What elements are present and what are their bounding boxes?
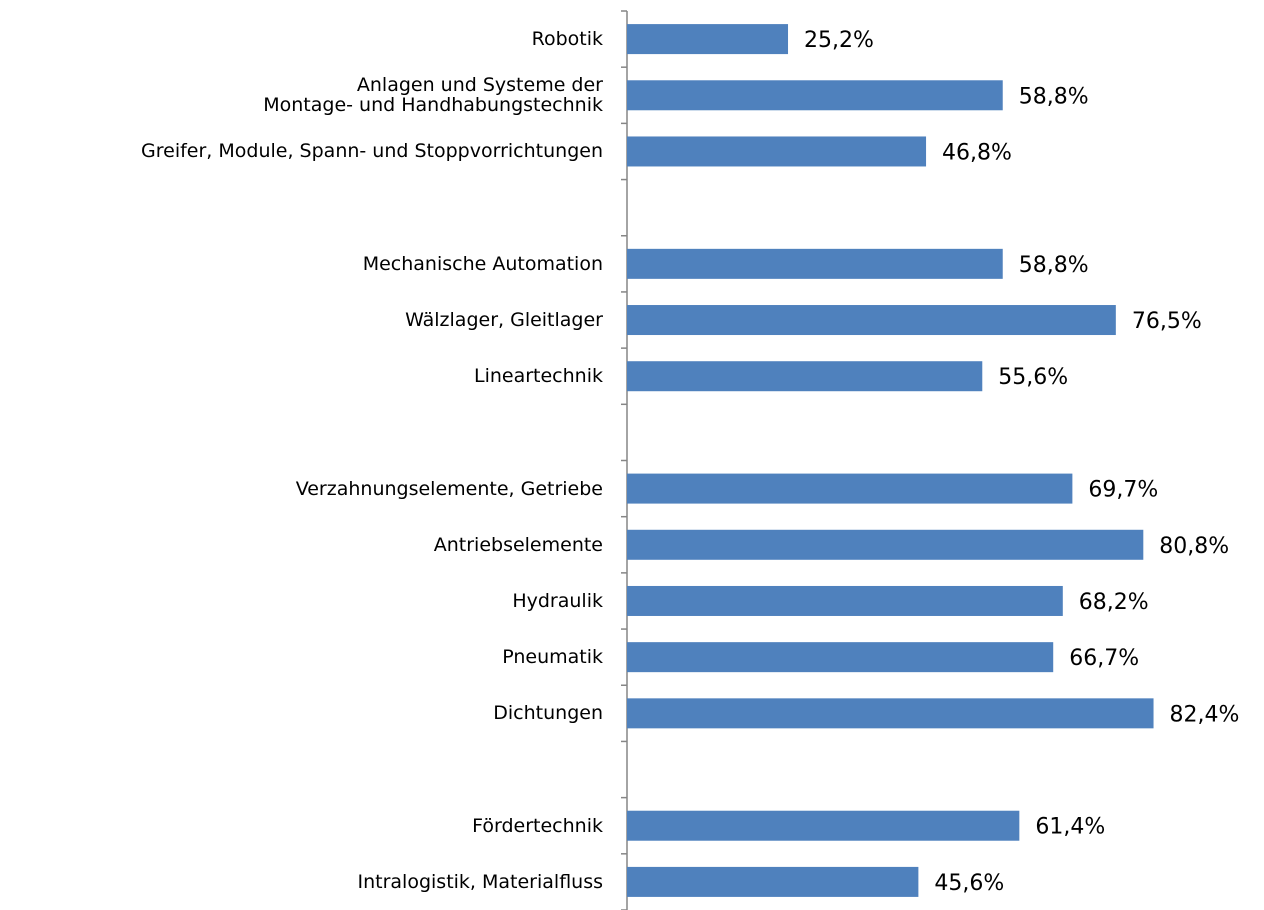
- bar: [627, 473, 1073, 504]
- value-label: 58,8%: [1019, 84, 1089, 109]
- value-label: 66,7%: [1069, 646, 1139, 671]
- category-label: Hydraulik: [512, 589, 603, 612]
- bar: [627, 698, 1154, 729]
- category-label: Dichtungen: [493, 702, 603, 725]
- value-label: 61,4%: [1035, 815, 1105, 840]
- category-label: Robotik: [531, 28, 603, 51]
- bar: [627, 248, 1003, 279]
- bar: [627, 136, 927, 167]
- value-label: 58,8%: [1019, 253, 1089, 278]
- bar: [627, 810, 1020, 841]
- bar: [627, 24, 789, 55]
- value-label: 68,2%: [1079, 590, 1149, 615]
- category-label: Pneumatik: [502, 646, 603, 669]
- value-label: 25,2%: [804, 28, 874, 53]
- category-label: Greifer, Module, Spann- und Stoppvorrich…: [141, 140, 603, 163]
- value-label: 80,8%: [1159, 534, 1229, 559]
- bar: [627, 305, 1116, 336]
- value-label: 82,4%: [1170, 702, 1240, 727]
- category-label: Anlagen und Systeme der Montage- und Han…: [263, 74, 603, 117]
- value-label: 45,6%: [934, 871, 1004, 896]
- category-label: Lineartechnik: [473, 365, 603, 388]
- value-label: 55,6%: [998, 365, 1068, 390]
- bar: [627, 642, 1054, 673]
- value-label: 76,5%: [1132, 309, 1202, 334]
- bar: [627, 529, 1144, 560]
- category-label: Intralogistik, Materialfluss: [357, 870, 604, 893]
- bar: [627, 866, 919, 897]
- category-label: Antriebselemente: [433, 533, 603, 556]
- category-label: Mechanische Automation: [362, 252, 603, 275]
- bar: [627, 80, 1003, 111]
- value-label: 46,8%: [942, 140, 1012, 165]
- bar: [627, 585, 1063, 616]
- value-label: 69,7%: [1088, 478, 1158, 503]
- category-label: Verzahnungselemente, Getriebe: [295, 477, 603, 500]
- category-label: Wälzlager, Gleitlager: [405, 309, 603, 332]
- category-label: Fördertechnik: [472, 814, 603, 837]
- bar: [627, 361, 983, 392]
